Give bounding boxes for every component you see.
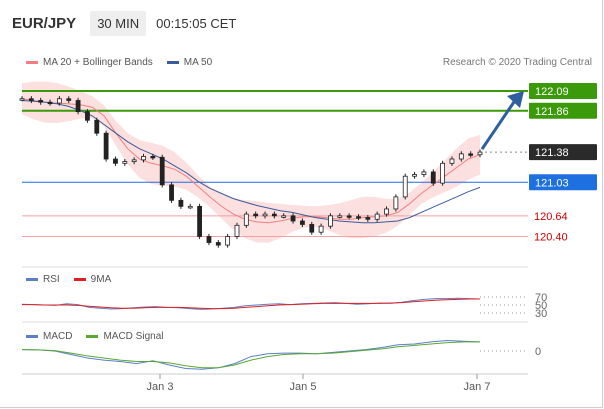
candle-body xyxy=(449,158,455,164)
candle-body xyxy=(300,220,305,225)
level-tag-122.09 xyxy=(529,83,597,99)
ma50-legend-label: MA 50 xyxy=(183,57,213,68)
level-label-121.86: 121.86 xyxy=(535,106,569,118)
candle-body xyxy=(150,156,156,159)
level-label-121.38: 121.38 xyxy=(535,147,569,159)
macd-signal-line xyxy=(21,341,480,369)
candle-body xyxy=(430,171,436,184)
candle-body xyxy=(318,225,324,233)
symbol-label: EUR/JPY xyxy=(12,14,77,32)
candle-body xyxy=(103,132,109,160)
credit-label: Research © 2020 Trading Central xyxy=(442,57,592,68)
rsi-line xyxy=(21,297,481,310)
candle-body xyxy=(66,98,72,101)
candle-body xyxy=(393,196,399,210)
rsi-ma-legend-label: 9MA xyxy=(90,274,112,285)
candle-body xyxy=(56,98,62,104)
candle-body xyxy=(225,236,231,246)
candle-body xyxy=(122,161,128,164)
candle-body xyxy=(215,242,221,246)
forecast-arrow-shaft xyxy=(480,98,518,150)
candle-body xyxy=(440,162,446,184)
level-label-122.09: 122.09 xyxy=(535,86,569,98)
candle-body xyxy=(328,215,333,227)
candle-body xyxy=(309,224,315,233)
x-tick-label: Jan 3 xyxy=(147,381,174,393)
main-legend: MA 20 + Bollinger Bands MA 50 xyxy=(26,57,212,68)
candle-body xyxy=(187,205,193,209)
macd-line xyxy=(21,339,481,370)
candle-body xyxy=(271,213,277,217)
candle-body xyxy=(94,119,100,134)
candle-body xyxy=(28,98,34,101)
candle-body xyxy=(141,156,146,161)
candle-body xyxy=(365,217,371,220)
candle-body xyxy=(458,153,464,160)
macd-legend: MACD MACD Signal xyxy=(26,331,163,342)
x-tick-label: Jan 5 xyxy=(290,381,317,393)
macd-signal-legend-label: MACD Signal xyxy=(103,331,164,342)
candle-body xyxy=(337,215,343,218)
rsi-ma-line xyxy=(22,298,480,310)
level-tag-121.38 xyxy=(529,144,597,161)
macd-tick-label: 0 xyxy=(535,346,541,358)
bollinger-band xyxy=(22,81,480,243)
chart-header: EUR/JPY 30 MIN 00:15:05 CET xyxy=(8,10,236,36)
level-tag-121.03 xyxy=(529,174,597,191)
candle-body xyxy=(85,111,90,121)
candle-body xyxy=(253,213,259,217)
macd-swatch xyxy=(26,335,38,338)
candle-body xyxy=(169,184,174,201)
candle-body xyxy=(477,151,483,156)
candle-body xyxy=(47,101,53,105)
candle-body xyxy=(384,208,389,215)
ma50-swatch xyxy=(166,61,179,64)
x-tick-label: Jan 7 xyxy=(464,381,491,393)
level-label-120.40: 120.40 xyxy=(534,232,568,244)
candle-body xyxy=(243,213,249,226)
macd-legend-label: MACD xyxy=(43,331,73,342)
rsi-tick-label: 30 xyxy=(535,308,547,320)
candle-body xyxy=(421,171,427,175)
level-label-120.64: 120.64 xyxy=(534,211,568,223)
candle-body xyxy=(262,213,268,217)
candle-body xyxy=(159,156,165,186)
candle-body xyxy=(38,100,44,103)
candle-body xyxy=(290,215,296,222)
candle-body xyxy=(131,159,137,162)
candle-body xyxy=(234,224,240,237)
candle-body xyxy=(19,98,25,101)
ma20-swatch xyxy=(26,61,38,64)
timeframe-button[interactable]: 30 MIN xyxy=(90,10,147,36)
candle-body xyxy=(75,100,81,113)
candle-body xyxy=(374,213,380,220)
ma20-legend-label: MA 20 + Bollinger Bands xyxy=(43,57,153,68)
level-tag-121.86 xyxy=(529,102,597,119)
level-label-121.03: 121.03 xyxy=(535,177,569,189)
candle-body xyxy=(206,236,212,243)
candle-body xyxy=(197,205,202,237)
candle-body xyxy=(346,215,352,218)
forecast-arrow-head xyxy=(507,91,524,108)
rsi-ma-swatch xyxy=(73,278,86,281)
candle-body xyxy=(113,158,118,164)
rsi-legend: RSI 9MA xyxy=(26,274,111,285)
candle-body xyxy=(468,153,474,156)
ma20-line xyxy=(21,98,481,224)
rsi-swatch xyxy=(26,278,38,281)
candle-body xyxy=(178,199,184,207)
rsi-tick-label: 70 xyxy=(535,292,547,304)
rsi-legend-label: RSI xyxy=(43,274,60,285)
candle-body xyxy=(281,215,287,218)
macd-signal-swatch xyxy=(86,335,99,338)
timestamp-label: 00:15:05 CET xyxy=(156,15,237,31)
candle-body xyxy=(402,175,408,198)
candle-body xyxy=(356,216,361,219)
candle-body xyxy=(412,174,417,177)
rsi-tick-label: 50 xyxy=(535,300,547,312)
